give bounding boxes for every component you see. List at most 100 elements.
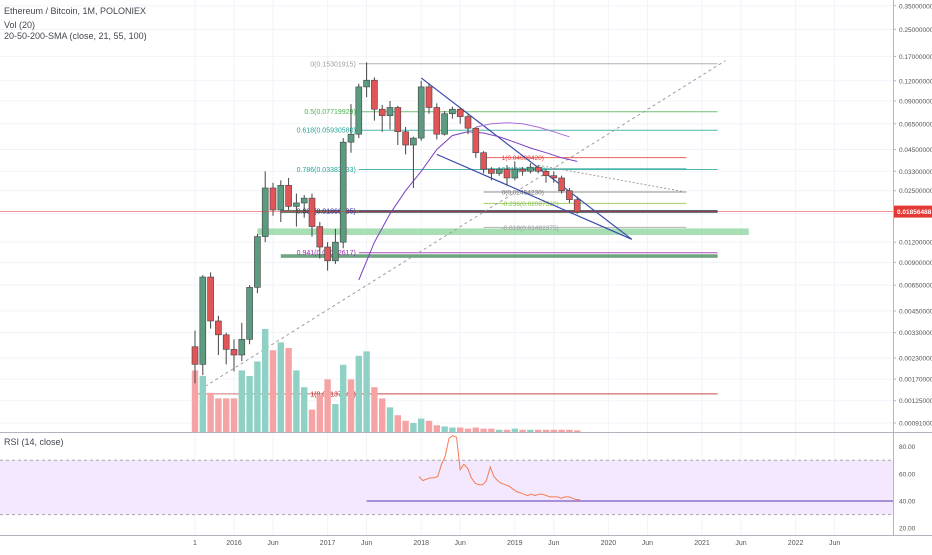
candle-body — [238, 339, 246, 356]
volume-bar — [550, 429, 557, 432]
candle-body — [410, 137, 417, 146]
candle-body — [285, 185, 292, 207]
fib-level-label: 0.786(0.03383033) — [297, 167, 356, 174]
volume-bar — [496, 429, 503, 432]
candle-body — [425, 86, 433, 108]
volume-bar — [511, 428, 518, 432]
current-price-tag — [894, 205, 932, 218]
volume-bar — [230, 398, 238, 432]
volume-bar — [191, 370, 199, 432]
volume-bar — [449, 427, 456, 432]
volume-bar — [527, 429, 534, 432]
price-axis-tick-label: 0.00650000 — [899, 283, 932, 290]
volume-bar — [425, 420, 433, 432]
candle-body — [378, 108, 386, 116]
candle-body — [542, 170, 550, 176]
candle-body — [550, 175, 558, 179]
candle-body — [527, 166, 534, 172]
candle-body — [472, 127, 480, 154]
price-axis-tick-label: 0.06500000 — [899, 121, 932, 128]
candle-body — [433, 107, 441, 135]
fib-level-label: 0.886(0.01866635) — [297, 209, 356, 216]
volume-bar — [418, 418, 425, 432]
candle-body — [222, 334, 230, 350]
candle-body — [300, 197, 308, 204]
volume-bar — [542, 429, 550, 432]
candle-body — [558, 177, 565, 192]
rsi-line — [418, 435, 580, 501]
time-axis-tick-label: Jun — [455, 540, 466, 547]
time-axis-tick-label: 2018 — [413, 540, 429, 547]
candle-body — [495, 168, 503, 174]
time-axis-tick-label: 2016 — [226, 540, 242, 547]
fib2-level-label: -0.618(0.01482375) — [502, 225, 559, 232]
volume-bar — [480, 428, 487, 432]
candle-body — [573, 199, 581, 212]
fib-level-label: 0(0.15301915) — [310, 61, 356, 68]
rsi-axis-tick-label: 40.00 — [899, 499, 916, 506]
candle-body — [503, 168, 511, 179]
candle-body — [371, 79, 378, 110]
candle-body — [566, 190, 573, 201]
candle-body — [316, 226, 324, 248]
candle-body — [534, 166, 542, 172]
volume-indicator-label[interactable]: Vol (20) — [4, 20, 36, 30]
candle-body — [394, 107, 402, 133]
candle-body — [464, 116, 472, 129]
chart-title: Ethereum / Bitcoin, 1M, POLONIEX — [4, 6, 147, 16]
time-axis-tick-label: 2021 — [694, 540, 710, 547]
time-axis-tick-label: 2019 — [507, 540, 523, 547]
candle-body — [511, 168, 519, 179]
rsi-axis-tick-label: 80.00 — [899, 444, 916, 451]
candle-body — [207, 276, 214, 322]
candle-body — [441, 113, 448, 135]
time-axis-tick-label: Jun — [642, 540, 653, 547]
candle-body — [261, 187, 269, 237]
volume-bar — [488, 428, 495, 432]
volume-bar — [441, 426, 448, 432]
time-axis-tick-label: Jun — [735, 540, 746, 547]
sma-line — [475, 122, 570, 138]
volume-bar — [574, 430, 581, 432]
volume-bar — [223, 398, 230, 432]
candle-body — [246, 287, 253, 340]
volume-bar — [301, 387, 308, 432]
time-axis-tick-label: 1 — [193, 540, 197, 547]
volume-bar — [347, 379, 355, 432]
candle-body — [488, 168, 495, 174]
candle-body — [355, 86, 363, 135]
volume-bar — [464, 428, 472, 432]
candle-body — [308, 197, 316, 227]
fib2-level-label: 1(0.04009420) — [502, 155, 544, 162]
volume-bar — [386, 407, 394, 432]
candle-body — [456, 108, 464, 117]
fib-level-label: 1(0.00137942) — [310, 391, 356, 398]
time-axis-tick-label: Jun — [361, 540, 372, 547]
price-axis-tick-label: 0.12000000 — [899, 78, 932, 85]
volume-bar — [355, 355, 362, 432]
volume-bar — [238, 370, 245, 432]
volume-bar — [457, 427, 464, 432]
candle-body — [199, 276, 207, 365]
rsi-indicator-label[interactable]: RSI (14, close) — [4, 437, 64, 447]
time-axis-tick-label: Jun — [267, 540, 278, 547]
candle-body — [449, 108, 456, 115]
price-axis-tick-label: 0.04500000 — [899, 147, 932, 154]
price-axis-tick-label: 0.02500000 — [899, 188, 932, 195]
candle-body — [519, 168, 526, 172]
candle-body — [293, 202, 300, 207]
sma-indicator-label[interactable]: 20-50-200-SMA (close, 21, 55, 100) — [4, 31, 147, 41]
diagonal-trendline — [194, 60, 726, 394]
volume-bar — [316, 395, 323, 432]
price-axis-tick-label: 0.00450000 — [899, 308, 932, 315]
volume-bar — [394, 415, 401, 432]
candle-body — [215, 320, 222, 336]
volume-bar — [379, 398, 386, 432]
volume-bar — [503, 429, 511, 432]
price-axis-tick-label: 0.35000000 — [899, 3, 932, 10]
volume-bar — [254, 361, 261, 432]
volume-bar — [472, 427, 479, 432]
rsi-band — [0, 460, 893, 515]
